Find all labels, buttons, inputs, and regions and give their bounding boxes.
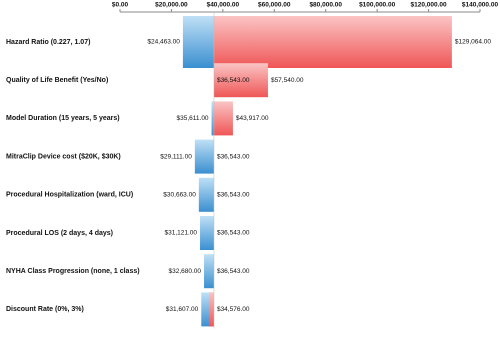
value-label: $57,540.00 [271,77,304,84]
value-label: $36,543.00 [217,153,250,160]
value-label: $32,680.00 [168,268,201,275]
x-tick-label: $0.00 [112,2,129,9]
value-label: $36,543.00 [217,192,250,199]
category-label: Hazard Ratio (0.227, 1.07) [6,39,90,46]
bar [200,216,214,250]
value-label: $43,917.00 [236,115,269,122]
category-label: NYHA Class Progression (none, 1 class) [6,268,140,275]
value-label: $36,543.00 [217,77,250,84]
x-tick-label: $80,000.00 [309,2,342,9]
category-label: Quality of Life Benefit (Yes/No) [6,77,108,84]
value-label: $36,543.00 [217,268,250,275]
x-tick-label: $100,000.00 [359,2,396,9]
bar [213,16,452,68]
value-label: $30,663.00 [163,192,196,199]
category-label: MitraClip Device cost ($20K, $30K) [6,153,121,160]
value-label: $31,607.00 [166,306,199,313]
x-tick-label: $140,000.00 [462,2,499,9]
x-tick-label: $40,000.00 [207,2,240,9]
bar [211,101,214,136]
bar [194,139,214,174]
category-label: Discount Rate (0%, 3%) [6,306,84,313]
x-tick-label: $120,000.00 [410,2,447,9]
bar [213,101,233,136]
bar [198,177,214,212]
bar [213,63,268,98]
x-tick-label: $60,000.00 [258,2,291,9]
bar [204,254,214,289]
value-label: $29,111.00 [160,153,192,160]
category-label: Procedural Hospitalization (ward, ICU) [6,192,133,199]
category-label: Model Duration (15 years, 5 years) [6,115,120,122]
x-tick-label: $20,000.00 [155,2,188,9]
value-label: $36,543.00 [217,230,250,237]
value-label: $34,576.00 [217,306,250,313]
bar [208,292,214,327]
value-label: $129,064.00 [455,39,492,46]
value-label: $24,463.00 [147,39,180,46]
value-label: $31,121.00 [164,230,197,237]
bar [182,16,214,68]
category-label: Procedural LOS (2 days, 4 days) [6,230,113,237]
value-label: $35,611.00 [177,115,209,122]
